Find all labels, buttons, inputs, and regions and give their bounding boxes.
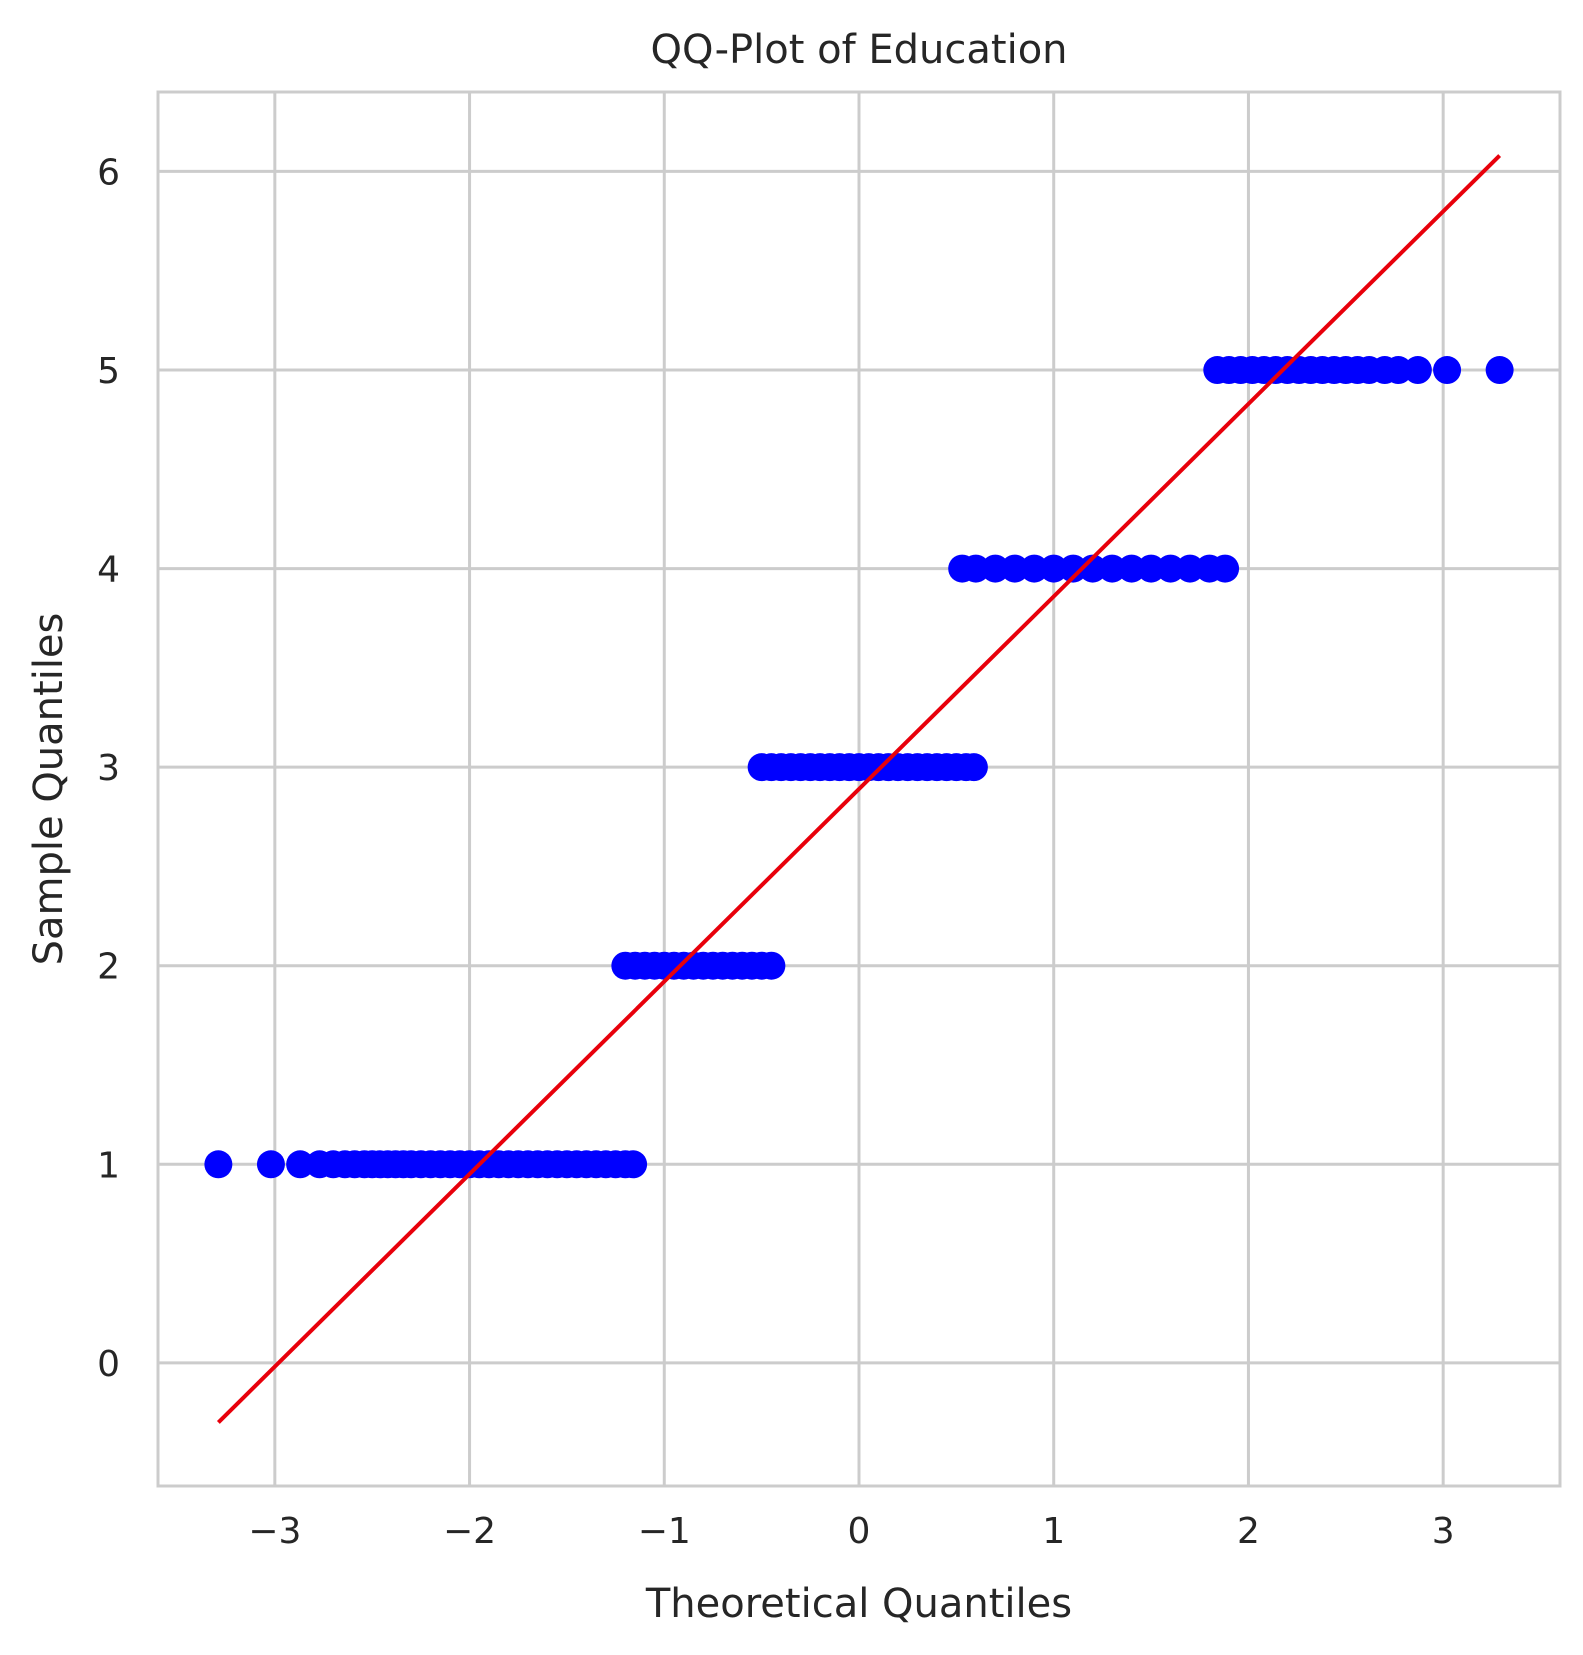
y-tick-label: 6 (97, 152, 120, 193)
data-point (1098, 554, 1127, 583)
data-point (1000, 554, 1029, 583)
x-tick-label: 2 (1237, 1511, 1260, 1552)
data-point (1078, 554, 1107, 583)
data-point (1020, 554, 1049, 583)
y-tick-label: 0 (97, 1344, 120, 1385)
x-tick-label: −3 (248, 1511, 301, 1552)
x-axis-label: Theoretical Quantiles (645, 1581, 1072, 1627)
data-point (961, 554, 990, 583)
data-point (204, 1150, 233, 1179)
data-point (256, 1150, 285, 1179)
plot-frame (156, 90, 1562, 1488)
data-point (1039, 554, 1068, 583)
x-tick-label: 1 (1042, 1511, 1065, 1552)
y-tick-label: 2 (97, 947, 120, 988)
data-point (1384, 356, 1413, 385)
data-point (981, 554, 1010, 583)
data-point (1403, 356, 1432, 385)
reference-line (216, 154, 1502, 1424)
x-tick-label: −1 (638, 1511, 691, 1552)
data-point (757, 951, 786, 980)
data-point (1059, 554, 1088, 583)
data-point (286, 1150, 315, 1179)
data-point (1433, 356, 1462, 385)
data-points (204, 356, 1514, 1179)
data-point (959, 753, 988, 782)
data-point (1117, 554, 1146, 583)
data-point (1137, 554, 1166, 583)
tick-labels: −3 −2 −1 0 1 2 3 0 1 2 3 4 5 6 (97, 152, 1455, 1552)
x-tick-label: 3 (1432, 1511, 1455, 1552)
data-point (1485, 356, 1514, 385)
data-point (1156, 554, 1185, 583)
y-axis-label: Sample Quantiles (26, 613, 72, 966)
y-tick-label: 1 (97, 1145, 120, 1186)
data-point (1211, 554, 1240, 583)
y-tick-label: 5 (97, 351, 120, 392)
x-tick-label: −2 (443, 1511, 496, 1552)
y-tick-label: 4 (97, 550, 120, 591)
x-tick-label: 0 (848, 1511, 871, 1552)
data-point (619, 1150, 648, 1179)
data-point (1176, 554, 1205, 583)
chart-title: QQ-Plot of Education (650, 27, 1067, 73)
y-tick-label: 3 (97, 748, 120, 789)
reference-line-group (216, 154, 1502, 1424)
